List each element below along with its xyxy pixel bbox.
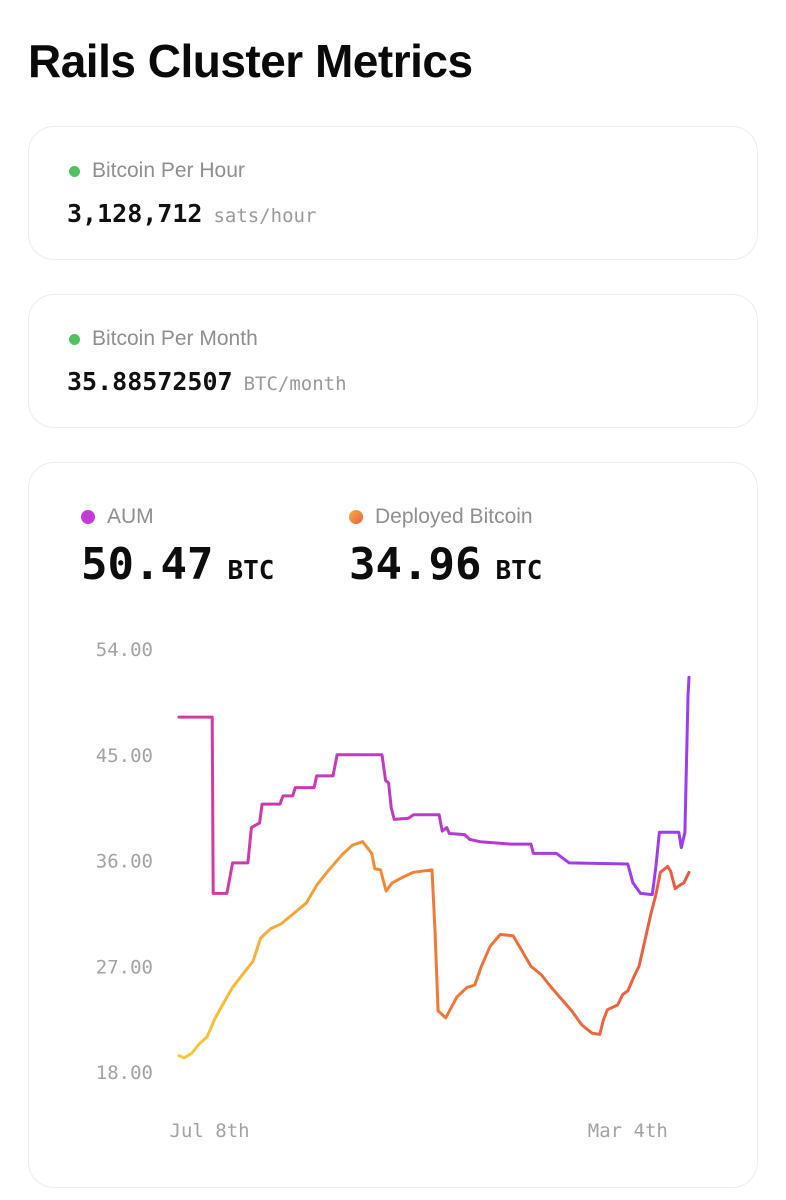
deployed-bitcoin-dot-icon xyxy=(349,510,363,524)
bitcoin-per-hour-value: 3,128,712 xyxy=(67,199,203,228)
x-axis-ticks: Jul 8th Mar 4th xyxy=(170,1120,668,1142)
y-tick-label: 27.00 xyxy=(96,956,153,978)
bitcoin-per-month-card: Bitcoin Per Month 35.88572507 BTC/month xyxy=(28,294,758,428)
bitcoin-per-hour-card: Bitcoin Per Hour 3,128,712 sats/hour xyxy=(28,126,758,260)
deployed-value-row: 34.96 BTC xyxy=(349,539,542,590)
deployed-bitcoin-series-line xyxy=(177,840,691,1060)
legend-aum: AUM 50.47 BTC xyxy=(81,505,274,590)
bitcoin-per-month-unit: BTC/month xyxy=(243,373,347,395)
bitcoin-per-hour-unit: sats/hour xyxy=(213,205,317,227)
status-dot-icon xyxy=(69,333,80,345)
page-title: Rails Cluster Metrics xyxy=(28,35,473,87)
aum-dot-icon xyxy=(81,510,95,524)
y-tick-label: 45.00 xyxy=(96,745,153,767)
aum-unit: BTC xyxy=(227,556,275,586)
series-layer xyxy=(177,675,691,1060)
bitcoin-per-hour-value-row: 3,128,712 sats/hour xyxy=(67,199,316,228)
legend-deployed-label: Deployed Bitcoin xyxy=(375,505,533,528)
x-tick-label: Jul 8th xyxy=(170,1120,250,1142)
legend-deployed-bitcoin: Deployed Bitcoin 34.96 BTC xyxy=(349,505,542,590)
aum-value-row: 50.47 BTC xyxy=(81,539,274,590)
bitcoin-per-month-value-row: 35.88572507 BTC/month xyxy=(67,367,347,396)
deployed-bitcoin-value: 34.96 xyxy=(349,539,482,590)
line-chart: 54.00 45.00 36.00 27.00 18.00 Jul 8th Mar 4th xyxy=(96,639,691,1142)
bitcoin-per-month-label: Bitcoin Per Month xyxy=(92,327,258,350)
bitcoin-per-hour-label-row: Bitcoin Per Hour xyxy=(69,159,245,183)
bitcoin-per-month-label-row: Bitcoin Per Month xyxy=(69,327,258,351)
y-tick-label: 36.00 xyxy=(96,851,153,873)
y-tick-label: 18.00 xyxy=(96,1062,153,1084)
y-tick-label: 54.00 xyxy=(96,639,153,661)
deployed-bitcoin-unit: BTC xyxy=(495,556,543,586)
aum-series-line xyxy=(177,675,691,897)
legend-deployed-label-row: Deployed Bitcoin xyxy=(349,505,542,529)
legend-aum-label: AUM xyxy=(107,505,154,528)
bitcoin-per-month-value: 35.88572507 xyxy=(67,367,233,396)
y-axis-ticks: 54.00 45.00 36.00 27.00 18.00 xyxy=(96,639,153,1084)
x-tick-label: Mar 4th xyxy=(588,1120,668,1142)
status-dot-icon xyxy=(69,165,80,177)
chart-card: AUM 50.47 BTC Deployed Bitcoin 34.96 BTC… xyxy=(28,462,758,1188)
aum-value: 50.47 xyxy=(81,539,214,590)
bitcoin-per-hour-label: Bitcoin Per Hour xyxy=(92,159,245,182)
legend-aum-label-row: AUM xyxy=(81,505,274,529)
